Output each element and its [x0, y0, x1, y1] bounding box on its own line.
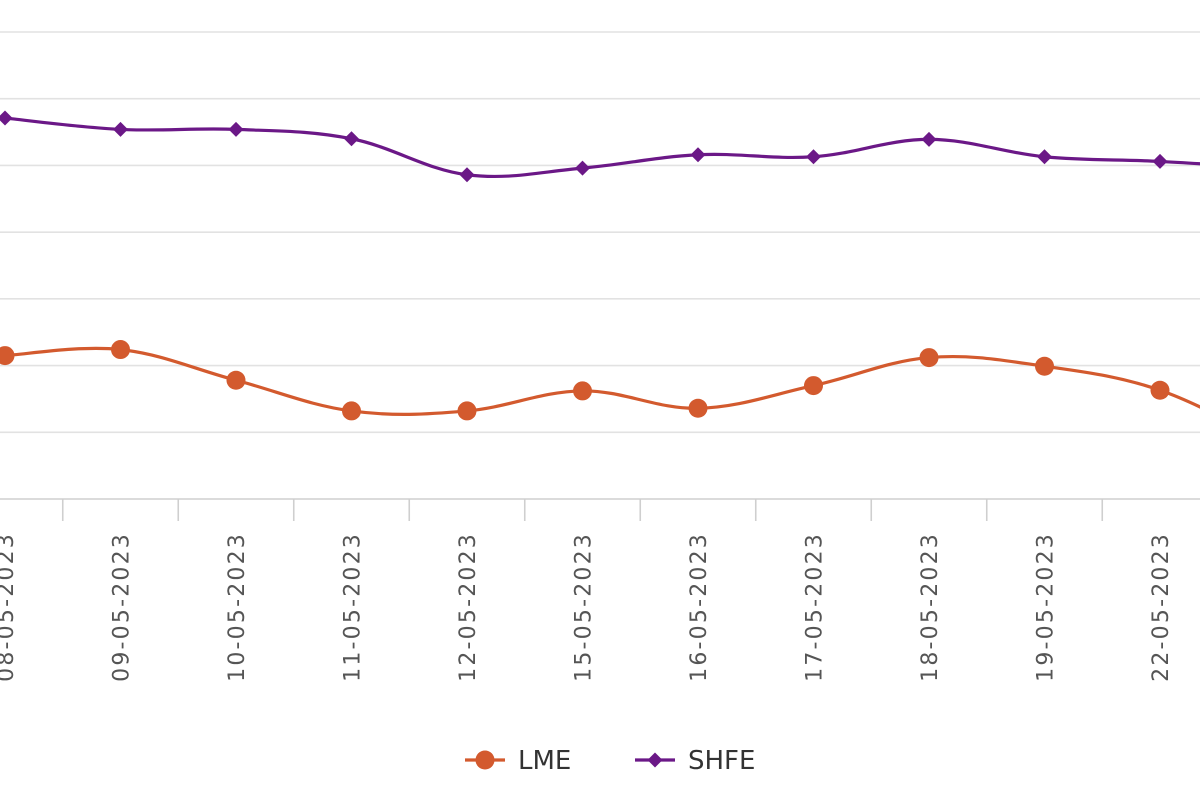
- lme-point[interactable]: [688, 398, 708, 418]
- shfe-point[interactable]: [690, 147, 706, 163]
- shfe-point[interactable]: [1152, 153, 1168, 169]
- legend-item-shfe[interactable]: SHFE: [635, 746, 755, 776]
- shfe-point[interactable]: [575, 160, 590, 176]
- lme-point[interactable]: [573, 381, 592, 401]
- series-lme: [0, 340, 1200, 421]
- x-tick-label: 08-05-2023: [0, 532, 19, 682]
- x-tick-label: 19-05-2023: [1034, 532, 1059, 682]
- lme-point[interactable]: [226, 370, 246, 390]
- x-tick-label: 09-05-2023: [110, 532, 135, 682]
- legend-label: SHFE: [688, 746, 755, 776]
- series-shfe: [0, 110, 1200, 183]
- x-tick-label: 22-05-2023: [1149, 532, 1174, 682]
- x-tick-label: 10-05-2023: [225, 532, 250, 682]
- legend-label: LME: [518, 746, 571, 776]
- grid: [0, 31, 1200, 434]
- shfe-point[interactable]: [921, 131, 937, 147]
- lme-point[interactable]: [1150, 380, 1170, 400]
- legend-item-lme[interactable]: LME: [465, 746, 571, 776]
- x-tick-label: 11-05-2023: [341, 532, 366, 682]
- shfe-point[interactable]: [0, 110, 13, 126]
- lme-line: [3, 346, 1200, 416]
- shfe-point[interactable]: [459, 167, 475, 183]
- x-axis: 08-05-2023 09-05-2023 10-05-2023 11-05-2023…: [0, 498, 1200, 682]
- x-tick-label: 17-05-2023: [803, 532, 828, 682]
- shfe-point[interactable]: [344, 131, 359, 147]
- shfe-point[interactable]: [228, 121, 244, 137]
- lme-point[interactable]: [1035, 356, 1054, 376]
- lme-point[interactable]: [804, 376, 823, 396]
- lme-point[interactable]: [342, 401, 361, 421]
- shfe-line: [3, 116, 1200, 179]
- lme-point[interactable]: [111, 340, 130, 360]
- legend-marker: [647, 752, 663, 768]
- series-layer: [0, 110, 1200, 421]
- legend-marker: [475, 750, 495, 770]
- shfe-point[interactable]: [113, 121, 128, 137]
- legend[interactable]: LME SHFE: [465, 746, 755, 776]
- x-tick-label: 18-05-2023: [918, 532, 943, 682]
- x-tick-label: 16-05-2023: [687, 532, 712, 682]
- shfe-point[interactable]: [806, 149, 821, 165]
- lme-point[interactable]: [457, 401, 477, 421]
- x-tick-label: 15-05-2023: [572, 532, 597, 682]
- shfe-point[interactable]: [1037, 149, 1052, 165]
- lme-point[interactable]: [919, 348, 939, 368]
- x-tick-label: 12-05-2023: [456, 532, 481, 682]
- lme-point[interactable]: [0, 346, 15, 366]
